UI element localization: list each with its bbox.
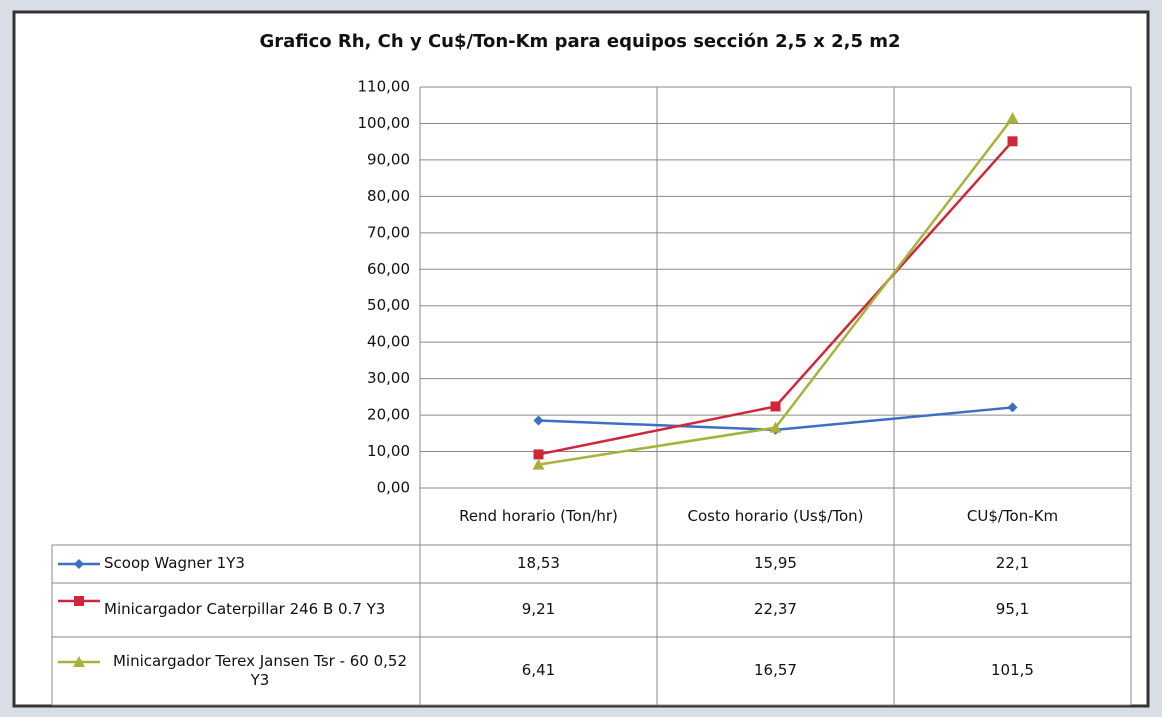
y-tick-label: 30,00: [367, 369, 410, 387]
marker: [74, 596, 84, 606]
table-value-box: 15,95: [754, 554, 797, 573]
chart-frame: [12, 10, 1150, 708]
category-label: CU$/Ton-Km: [966, 506, 1059, 525]
legend-label-box: Minicargador Caterpillar 246 B 0.7 Y3: [104, 600, 386, 619]
y-tick-label: 20,00: [367, 406, 410, 424]
chart-title: Grafico Rh, Ch y Cu$/Ton-Km para equipos…: [259, 31, 900, 52]
table-value: 22,37: [754, 600, 797, 619]
category-label-box: Rend horario (Ton/hr): [459, 506, 618, 525]
y-tick-label: 50,00: [367, 296, 410, 314]
y-tick-label: 60,00: [367, 260, 410, 278]
table-value-box: 6,41: [521, 661, 556, 680]
marker: [1006, 111, 1019, 123]
marker: [770, 401, 781, 412]
table-value-box: 9,21: [521, 600, 556, 619]
marker: [533, 415, 544, 426]
marker: [73, 656, 85, 667]
category-label-box: CU$/Ton-Km: [966, 506, 1059, 525]
table-value-box: 18,53: [517, 554, 560, 573]
table-value: 18,53: [517, 554, 560, 573]
legend-label: Scoop Wagner 1Y3: [104, 554, 245, 573]
y-tick-label: 10,00: [367, 442, 410, 460]
y-tick-label: 70,00: [367, 223, 410, 241]
legend-label-box: Scoop Wagner 1Y3: [104, 554, 245, 573]
y-tick-label: 90,00: [367, 150, 410, 168]
marker: [1007, 136, 1018, 147]
table-value: 15,95: [754, 554, 797, 573]
y-tick-label: 110,00: [358, 78, 411, 96]
table-value-box: 101,5: [991, 661, 1034, 680]
table-value-box: 95,1: [995, 600, 1030, 619]
marker: [532, 458, 545, 470]
table-value-box: 16,57: [754, 661, 797, 680]
table-value: 22,1: [995, 554, 1030, 573]
table-value: 95,1: [995, 600, 1030, 619]
y-tick-label: 80,00: [367, 187, 410, 205]
category-label: Costo horario (Us$/Ton): [687, 506, 864, 525]
table-value-box: 22,37: [754, 600, 797, 619]
marker: [74, 559, 84, 569]
marker: [769, 421, 782, 433]
category-label: Rend horario (Ton/hr): [459, 506, 618, 525]
table-value: 16,57: [754, 661, 797, 680]
category-label-box: Costo horario (Us$/Ton): [687, 506, 864, 525]
marker: [1007, 402, 1018, 413]
legend-label: Minicargador Terex Jansen Tsr - 60 0,52 …: [112, 651, 408, 690]
y-tick-label: 40,00: [367, 333, 410, 351]
table-value: 6,41: [521, 661, 556, 680]
legend-label: Minicargador Caterpillar 246 B 0.7 Y3: [104, 600, 386, 619]
y-tick-label: 100,00: [358, 114, 411, 132]
legend-label-box: Minicargador Terex Jansen Tsr - 60 0,52 …: [112, 651, 408, 690]
table-value: 101,5: [991, 661, 1034, 680]
table-value: 9,21: [521, 600, 556, 619]
y-tick-label: 0,00: [377, 479, 410, 497]
marker: [533, 449, 544, 460]
table-value-box: 22,1: [995, 554, 1030, 573]
